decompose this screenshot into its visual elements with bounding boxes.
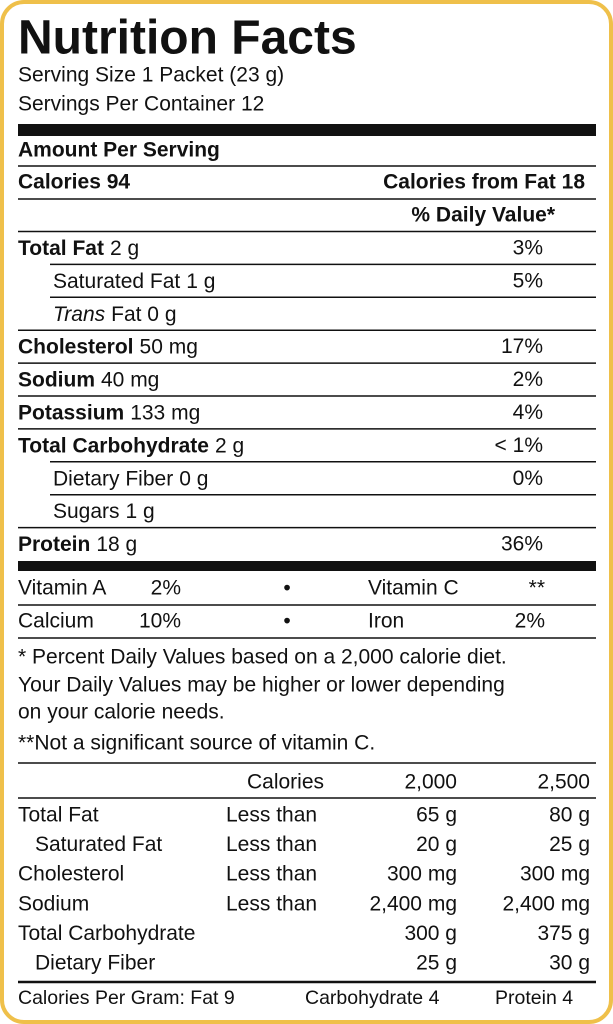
serving-size: Serving Size 1 Packet (23 g) <box>18 64 284 87</box>
nutrient-row: Potassium 133 mg <box>18 401 200 424</box>
nutrient-amount: 2 g <box>110 237 139 260</box>
title: Nutrition Facts <box>18 12 357 65</box>
reference-value: 25 g <box>549 833 590 856</box>
daily-value: 4% <box>513 401 543 424</box>
nutrient-amount: 40 mg <box>101 368 159 391</box>
nutrient-name: Total Carbohydrate <box>18 434 209 457</box>
daily-value: 36% <box>501 533 543 556</box>
reference-name: Cholesterol <box>18 863 124 886</box>
amount-per-serving: Amount Per Serving <box>18 139 220 162</box>
reference-value: 375 g <box>537 922 590 945</box>
nutrient-amount: 0 g <box>179 467 208 490</box>
footnote: * Percent Daily Values based on a 2,000 … <box>18 646 507 669</box>
calories-per-gram: Calories Per Gram: Fat 9 <box>18 987 235 1009</box>
vitamin-name: Iron <box>368 610 404 633</box>
nutrient-amount: 2 g <box>215 434 244 457</box>
thick-bar <box>18 124 596 136</box>
daily-value: 0% <box>513 467 543 490</box>
vitamin-name: Vitamin A <box>18 577 106 600</box>
reference-value: 80 g <box>549 804 590 827</box>
nutrient-amount: 50 mg <box>140 335 198 358</box>
daily-value: 2% <box>513 368 543 391</box>
reference-value: 2,400 mg <box>369 892 457 915</box>
daily-value: 5% <box>513 269 543 292</box>
vitamin-value: 2% <box>515 610 545 633</box>
vitamin-value: 10% <box>139 610 181 633</box>
nutrient-name: Sodium <box>18 368 95 391</box>
nutrient-amount: 1 g <box>186 269 215 292</box>
separator: • <box>283 610 290 633</box>
reference-value: 65 g <box>416 804 457 827</box>
reference-qualifier: Less than <box>226 804 317 827</box>
nutrient-row: Protein 18 g <box>18 533 137 556</box>
reference-name: Dietary Fiber <box>35 952 155 975</box>
footnote: **Not a significant source of vitamin C. <box>18 732 375 755</box>
separator: • <box>283 577 290 600</box>
nutrient-name: Total Fat <box>18 237 104 260</box>
vitamin-name: Vitamin C <box>368 577 459 600</box>
nutrient-row: Dietary Fiber 0 g <box>53 467 208 490</box>
reference-qualifier: Less than <box>226 863 317 886</box>
nutrient-row: Saturated Fat 1 g <box>53 269 215 292</box>
daily-value: 3% <box>513 237 543 260</box>
reference-name: Total Fat <box>18 804 99 827</box>
footnote: Your Daily Values may be higher or lower… <box>18 674 505 697</box>
calories: Calories 94 <box>18 171 130 194</box>
reference-header: Calories <box>247 771 324 794</box>
nutrient-row: Sugars 1 g <box>53 500 155 523</box>
nutrient-name: Saturated Fat <box>53 269 180 292</box>
nutrient-name: Potassium <box>18 401 124 424</box>
daily-value: < 1% <box>495 434 543 457</box>
servings-per-container: Servings Per Container 12 <box>18 93 264 116</box>
thick-bar <box>18 561 596 571</box>
reference-column: 2,000 <box>404 771 457 794</box>
reference-value: 300 mg <box>387 863 457 886</box>
reference-value: 2,400 mg <box>502 892 590 915</box>
reference-qualifier: Less than <box>226 833 317 856</box>
calories-per-gram: Carbohydrate 4 <box>305 987 440 1009</box>
reference-value: 300 g <box>404 922 457 945</box>
reference-value: 20 g <box>416 833 457 856</box>
daily-value-header: % Daily Value* <box>411 204 555 227</box>
reference-name: Sodium <box>18 892 89 915</box>
vitamin-value: 2% <box>151 577 181 600</box>
nutrient-amount: 133 mg <box>130 401 200 424</box>
vitamin-value: ** <box>529 577 545 600</box>
reference-qualifier: Less than <box>226 892 317 915</box>
reference-column: 2,500 <box>537 771 590 794</box>
reference-value: 25 g <box>416 952 457 975</box>
nutrient-row: Cholesterol 50 mg <box>18 335 198 358</box>
reference-name: Total Carbohydrate <box>18 922 195 945</box>
calories-from-fat: Calories from Fat 18 <box>383 171 585 194</box>
reference-value: 300 mg <box>520 863 590 886</box>
nutrient-name: Dietary Fiber <box>53 467 173 490</box>
nutrient-row: Total Fat 2 g <box>18 237 139 260</box>
nutrient-amount: 18 g <box>96 533 137 556</box>
nutrient-row: Trans Fat 0 g <box>53 302 177 325</box>
footnote: on your calorie needs. <box>18 701 225 724</box>
vitamin-name: Calcium <box>18 610 94 633</box>
nutrient-name: Protein <box>18 533 90 556</box>
nutrient-amount: 1 g <box>126 500 155 523</box>
reference-value: 30 g <box>549 952 590 975</box>
nutrient-name: Sugars <box>53 500 120 523</box>
nutrient-amount: Fat 0 g <box>111 302 176 325</box>
nutrient-name: Trans <box>53 302 106 325</box>
nutrient-name: Cholesterol <box>18 335 134 358</box>
nutrient-row: Total Carbohydrate 2 g <box>18 434 244 457</box>
calories-per-gram: Protein 4 <box>495 987 573 1009</box>
nutrient-row: Sodium 40 mg <box>18 368 159 391</box>
daily-value: 17% <box>501 335 543 358</box>
reference-name: Saturated Fat <box>35 833 162 856</box>
